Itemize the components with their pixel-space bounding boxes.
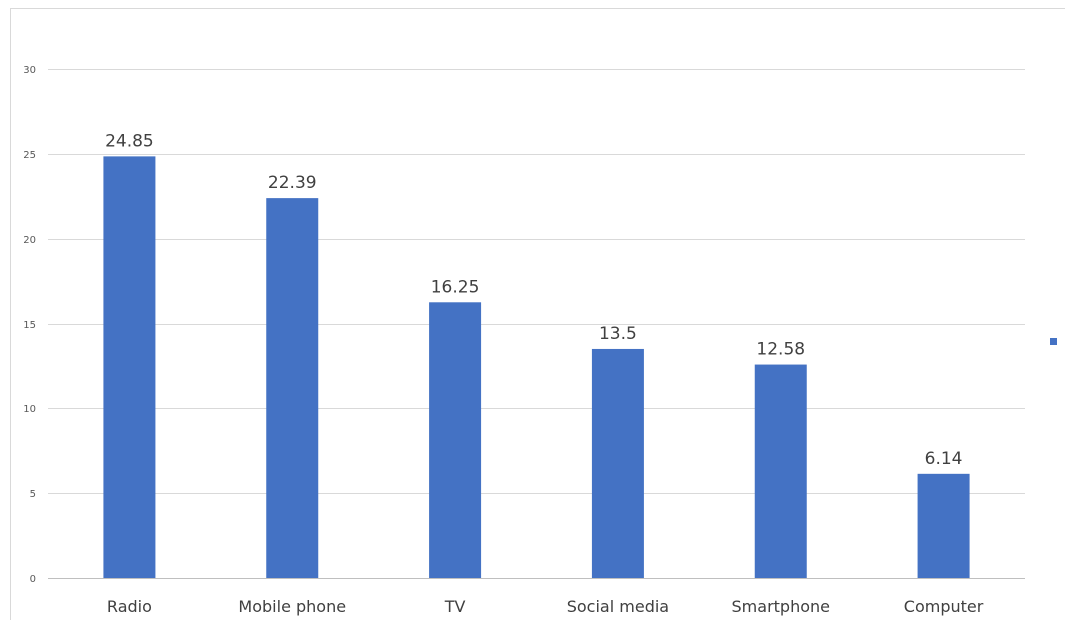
category-label: Radio xyxy=(107,597,152,616)
bar xyxy=(591,348,644,578)
data-label: 12.58 xyxy=(756,340,805,360)
data-label: 22.39 xyxy=(268,173,317,193)
category-label: Social media xyxy=(567,597,669,616)
y-tick-label: 10 xyxy=(23,404,36,415)
gridlines xyxy=(48,69,1025,579)
category-label: Smartphone xyxy=(732,597,830,616)
bar xyxy=(429,302,482,578)
category-label: TV xyxy=(444,597,466,616)
bar xyxy=(754,364,807,578)
category-labels: Radio Mobile phone TV Social media Smartphon… xyxy=(107,597,984,616)
y-tick-label: 0 xyxy=(30,574,36,585)
y-axis-ticks: 0 5 10 15 20 25 30 xyxy=(23,65,36,585)
data-label: 13.5 xyxy=(599,324,637,344)
bar xyxy=(103,156,156,578)
bar xyxy=(917,473,970,578)
data-labels: 24.85 22.39 16.25 13.5 12.58 6.14 xyxy=(105,131,962,468)
data-label: 24.85 xyxy=(105,131,154,151)
y-tick-label: 20 xyxy=(23,235,36,246)
bar xyxy=(266,198,319,578)
data-label: 6.14 xyxy=(925,449,963,469)
chart-frame xyxy=(10,8,1065,620)
y-tick-label: 30 xyxy=(23,65,36,76)
legend-swatch xyxy=(1050,338,1057,345)
y-tick-label: 5 xyxy=(30,489,36,500)
category-label: Computer xyxy=(904,597,984,616)
y-tick-label: 15 xyxy=(23,320,36,331)
data-label: 16.25 xyxy=(431,277,480,297)
y-tick-label: 25 xyxy=(23,150,36,161)
legend xyxy=(1050,338,1057,345)
bars xyxy=(103,156,970,578)
category-label: Mobile phone xyxy=(238,597,346,616)
